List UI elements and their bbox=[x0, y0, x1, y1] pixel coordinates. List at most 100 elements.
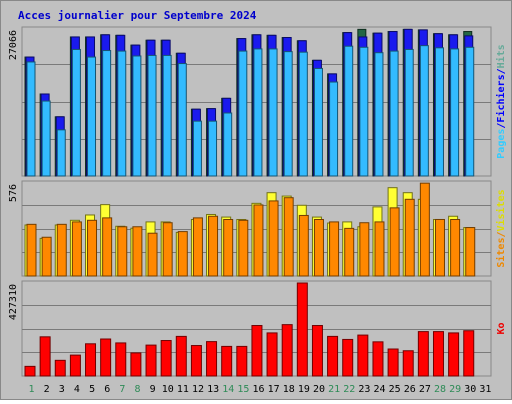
x-tick-label-day-31: 31 bbox=[479, 384, 491, 395]
bar-pages-day-6 bbox=[102, 50, 112, 177]
bar-pages-day-13 bbox=[208, 120, 218, 177]
bar-sites-day-2 bbox=[41, 236, 52, 277]
bar-sites-day-9 bbox=[147, 232, 158, 277]
panel-middle-series-label: Sites/Visites bbox=[495, 189, 507, 267]
x-tick-label-day-16: 16 bbox=[252, 384, 264, 395]
x-tick-label-day-30: 30 bbox=[464, 384, 476, 395]
bar-sites-day-15 bbox=[238, 219, 249, 277]
bar-sites-day-26 bbox=[404, 198, 415, 277]
x-tick-label-day-2: 2 bbox=[44, 384, 50, 395]
x-tick-label-day-22: 22 bbox=[343, 384, 355, 395]
bar-pages-day-27 bbox=[419, 45, 429, 177]
x-tick-label-day-29: 29 bbox=[449, 384, 461, 395]
bar-pages-day-25 bbox=[389, 50, 399, 177]
bar-ko-day-22 bbox=[342, 338, 354, 377]
bar-sites-day-5 bbox=[87, 219, 98, 277]
bar-pages-day-17 bbox=[268, 48, 278, 177]
bar-sites-day-28 bbox=[434, 218, 445, 277]
bar-pages-day-20 bbox=[313, 67, 323, 177]
panel-top-series-label-part: Hits bbox=[495, 44, 507, 68]
bar-ko-day-29 bbox=[448, 332, 460, 377]
bar-sites-day-20 bbox=[313, 218, 324, 277]
bar-pages-day-9 bbox=[147, 54, 157, 177]
bar-pages-day-4 bbox=[71, 48, 81, 177]
panel-bottom-series-label: Ko bbox=[496, 322, 507, 334]
x-tick-label-day-23: 23 bbox=[358, 384, 370, 395]
bar-pages-day-22 bbox=[344, 45, 354, 177]
bar-sites-day-14 bbox=[223, 218, 234, 277]
bar-sites-day-17 bbox=[268, 200, 279, 277]
bar-ko-day-24 bbox=[372, 341, 384, 377]
bar-pages-day-3 bbox=[56, 129, 66, 177]
panel-middle: 576 Sites/Visites bbox=[8, 180, 507, 277]
bar-ko-day-17 bbox=[266, 332, 278, 377]
bar-pages-day-19 bbox=[298, 51, 308, 177]
x-tick-label-day-25: 25 bbox=[389, 384, 401, 395]
bar-sites-day-29 bbox=[450, 218, 461, 277]
bar-pages-day-15 bbox=[238, 50, 248, 177]
bar-pages-day-21 bbox=[329, 81, 339, 177]
x-tick-label-day-19: 19 bbox=[298, 384, 310, 395]
bar-ko-day-13 bbox=[206, 341, 218, 377]
bar-pages-day-12 bbox=[192, 120, 202, 177]
bar-pages-day-16 bbox=[253, 48, 263, 177]
panel-top-series-label-part: Pages bbox=[496, 129, 507, 159]
x-tick-label-day-26: 26 bbox=[404, 384, 416, 395]
x-tick-label-day-3: 3 bbox=[59, 384, 65, 395]
bar-pages-day-29 bbox=[450, 48, 460, 177]
bar-pages-day-30 bbox=[465, 46, 475, 177]
bar-ko-day-12 bbox=[190, 345, 202, 377]
bar-sites-day-18 bbox=[283, 197, 294, 277]
x-tick-label-day-8: 8 bbox=[134, 384, 140, 395]
bar-pages-day-5 bbox=[87, 56, 97, 177]
bar-pages-day-18 bbox=[283, 51, 293, 177]
bar-ko-day-9 bbox=[145, 344, 157, 377]
panel-middle-ymax-label: 576 bbox=[8, 184, 19, 202]
bar-sites-day-23 bbox=[359, 222, 370, 277]
bar-ko-day-2 bbox=[39, 336, 51, 377]
series-sites bbox=[26, 182, 476, 277]
bar-pages-day-2 bbox=[41, 100, 51, 177]
bar-sites-day-4 bbox=[71, 221, 82, 277]
bar-ko-day-8 bbox=[130, 352, 142, 377]
x-tick-label-day-14: 14 bbox=[222, 384, 234, 395]
x-tick-label-day-20: 20 bbox=[313, 384, 325, 395]
bar-sites-day-6 bbox=[102, 217, 113, 277]
x-tick-label-day-6: 6 bbox=[104, 384, 110, 395]
series-ko bbox=[24, 282, 475, 377]
bar-sites-day-7 bbox=[117, 226, 128, 277]
bar-sites-day-10 bbox=[162, 222, 173, 277]
bar-ko-day-14 bbox=[221, 345, 233, 377]
panel-top-series-label: Pages/Fichiers/Hits bbox=[495, 44, 507, 158]
x-tick-label-day-1: 1 bbox=[29, 384, 35, 395]
x-tick-label-day-12: 12 bbox=[192, 384, 204, 395]
panel-bottom: 427310 Ko bbox=[8, 280, 507, 377]
bar-ko-day-16 bbox=[251, 325, 263, 377]
bar-sites-day-1 bbox=[26, 223, 37, 277]
bar-pages-day-23 bbox=[359, 46, 369, 177]
panel-bottom-ymax-label: 427310 bbox=[8, 284, 19, 320]
bar-pages-day-24 bbox=[374, 52, 384, 177]
bar-pages-day-8 bbox=[132, 55, 142, 177]
bar-pages-day-14 bbox=[223, 112, 233, 177]
bar-ko-day-11 bbox=[175, 335, 187, 377]
bar-sites-day-8 bbox=[132, 226, 143, 277]
panel-top-series-label-part: / bbox=[496, 123, 507, 129]
bar-ko-day-7 bbox=[115, 342, 127, 377]
x-tick-label-day-24: 24 bbox=[374, 384, 386, 395]
bar-ko-day-25 bbox=[387, 348, 399, 377]
bar-ko-day-4 bbox=[69, 354, 81, 377]
x-tick-label-day-28: 28 bbox=[434, 384, 446, 395]
bar-pages-day-1 bbox=[26, 61, 36, 177]
x-tick-label-day-10: 10 bbox=[162, 384, 174, 395]
bar-sites-day-13 bbox=[208, 215, 219, 277]
bar-sites-day-27 bbox=[419, 182, 430, 277]
x-tick-label-day-15: 15 bbox=[237, 384, 249, 395]
bar-ko-day-5 bbox=[85, 343, 97, 377]
x-axis-labels: 1 2 3 4 5 6 7 8 9 10 11 12 13 14 15 16 17 18 19 20 21 22 23 24 2… bbox=[29, 384, 492, 395]
panel-top-series-label-part: / bbox=[496, 68, 507, 74]
bar-ko-day-15 bbox=[236, 345, 248, 377]
